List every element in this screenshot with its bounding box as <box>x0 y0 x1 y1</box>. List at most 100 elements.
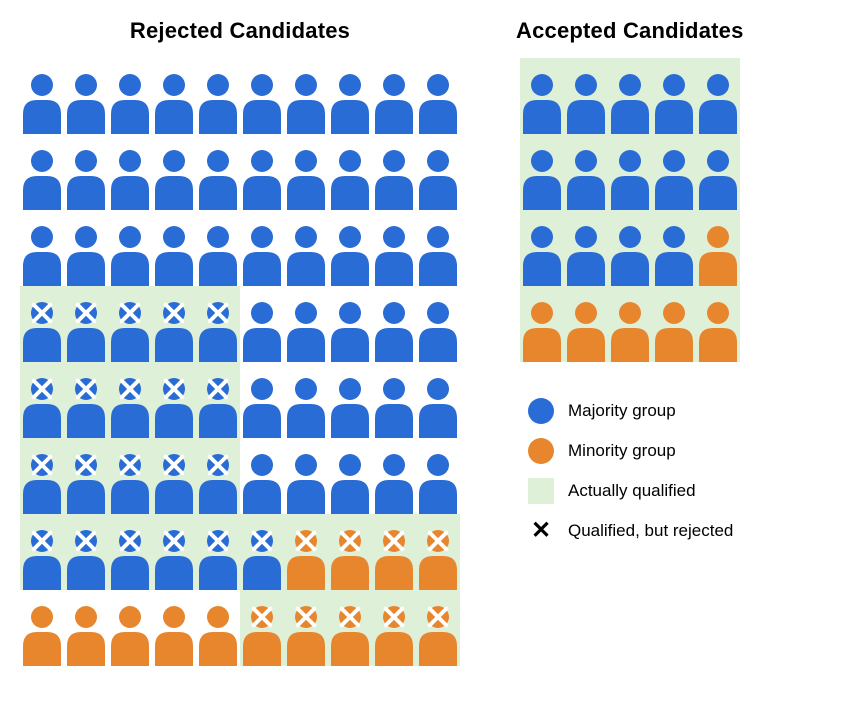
majority-person-icon <box>20 438 64 514</box>
minority-person-icon <box>284 514 328 590</box>
majority-person-icon <box>328 134 372 210</box>
accepted-title: Accepted Candidates <box>516 18 744 44</box>
majority-person-icon <box>520 58 564 134</box>
person-row <box>520 286 740 362</box>
majority-person-icon <box>564 58 608 134</box>
minority-person-icon <box>328 514 372 590</box>
majority-person-icon <box>284 58 328 134</box>
majority-person-icon <box>284 210 328 286</box>
majority-person-icon <box>152 362 196 438</box>
majority-person-icon <box>64 286 108 362</box>
minority-person-icon <box>520 286 564 362</box>
majority-person-icon <box>108 286 152 362</box>
person-row <box>520 210 740 286</box>
person-row <box>20 362 460 438</box>
majority-person-icon <box>284 134 328 210</box>
minority-person-icon <box>240 590 284 666</box>
minority-person-icon <box>696 286 740 362</box>
majority-person-icon <box>564 134 608 210</box>
majority-person-icon <box>20 58 64 134</box>
majority-person-icon <box>696 134 740 210</box>
majority-person-icon <box>64 514 108 590</box>
majority-person-icon <box>196 362 240 438</box>
majority-person-icon <box>64 134 108 210</box>
minority-person-icon <box>564 286 608 362</box>
minority-person-icon <box>20 590 64 666</box>
majority-person-icon <box>108 58 152 134</box>
majority-person-icon <box>652 210 696 286</box>
majority-person-icon <box>20 362 64 438</box>
majority-person-icon <box>20 286 64 362</box>
minority-person-icon <box>196 590 240 666</box>
person-row <box>20 286 460 362</box>
majority-person-icon <box>64 438 108 514</box>
minority-person-icon <box>416 590 460 666</box>
person-row <box>20 514 460 590</box>
majority-person-icon <box>416 438 460 514</box>
majority-person-icon <box>416 210 460 286</box>
majority-person-icon <box>372 362 416 438</box>
majority-person-icon <box>608 210 652 286</box>
majority-person-icon <box>416 134 460 210</box>
legend-circle-icon <box>528 398 554 424</box>
legend-label: Actually qualified <box>568 481 696 501</box>
person-row <box>20 438 460 514</box>
majority-person-icon <box>328 362 372 438</box>
majority-person-icon <box>284 438 328 514</box>
legend-label: Minority group <box>568 441 676 461</box>
majority-person-icon <box>284 362 328 438</box>
legend-square-icon <box>528 478 554 504</box>
majority-person-icon <box>696 58 740 134</box>
legend-qualified: Actually qualified <box>528 478 733 504</box>
minority-person-icon <box>416 514 460 590</box>
majority-person-icon <box>520 210 564 286</box>
minority-person-icon <box>652 286 696 362</box>
majority-person-icon <box>240 210 284 286</box>
majority-person-icon <box>20 134 64 210</box>
majority-person-icon <box>240 58 284 134</box>
majority-person-icon <box>608 58 652 134</box>
majority-person-icon <box>328 438 372 514</box>
accepted-grid <box>520 58 740 362</box>
majority-person-icon <box>108 210 152 286</box>
majority-person-icon <box>152 134 196 210</box>
majority-person-icon <box>196 286 240 362</box>
majority-person-icon <box>240 134 284 210</box>
person-row <box>20 134 460 210</box>
person-row <box>20 590 460 666</box>
majority-person-icon <box>608 134 652 210</box>
majority-person-icon <box>152 286 196 362</box>
legend-minority: Minority group <box>528 438 733 464</box>
majority-person-icon <box>64 58 108 134</box>
majority-person-icon <box>152 438 196 514</box>
legend-rejected-qualified: ✕Qualified, but rejected <box>528 518 733 544</box>
majority-person-icon <box>108 362 152 438</box>
accepted-panel: Accepted Candidates Majority group Minori… <box>516 18 744 666</box>
majority-person-icon <box>196 514 240 590</box>
minority-person-icon <box>372 514 416 590</box>
majority-person-icon <box>64 210 108 286</box>
minority-person-icon <box>328 590 372 666</box>
majority-person-icon <box>108 438 152 514</box>
majority-person-icon <box>372 134 416 210</box>
majority-person-icon <box>328 286 372 362</box>
majority-person-icon <box>328 58 372 134</box>
majority-person-icon <box>152 210 196 286</box>
majority-person-icon <box>196 58 240 134</box>
person-row <box>20 210 460 286</box>
minority-person-icon <box>372 590 416 666</box>
majority-person-icon <box>652 134 696 210</box>
minority-person-icon <box>108 590 152 666</box>
majority-person-icon <box>240 514 284 590</box>
legend-majority: Majority group <box>528 398 733 424</box>
person-row <box>520 134 740 210</box>
majority-person-icon <box>328 210 372 286</box>
minority-person-icon <box>64 590 108 666</box>
majority-person-icon <box>240 438 284 514</box>
majority-person-icon <box>108 514 152 590</box>
rejected-grid <box>20 58 460 666</box>
majority-person-icon <box>240 286 284 362</box>
legend-circle-icon <box>528 438 554 464</box>
majority-person-icon <box>416 58 460 134</box>
majority-person-icon <box>416 362 460 438</box>
